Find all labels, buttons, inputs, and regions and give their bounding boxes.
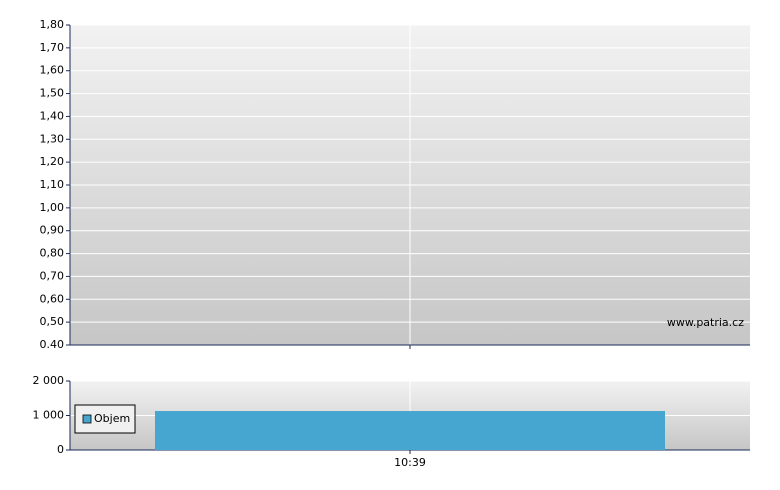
y-tick-label: 1,00 xyxy=(40,201,65,214)
y-tick-label: 0,90 xyxy=(40,224,65,237)
y-tick-label: 1,20 xyxy=(40,155,65,168)
legend-swatch xyxy=(82,414,92,424)
y-tick-label: 0,80 xyxy=(40,247,65,260)
y-tick-label: 1,30 xyxy=(40,132,65,145)
y-tick-label: 1 000 xyxy=(33,409,65,422)
y-tick-label: 0 xyxy=(57,443,64,456)
y-tick-label: 1,40 xyxy=(40,109,65,122)
y-tick-label: 1,50 xyxy=(40,87,65,100)
y-tick-label: 1,10 xyxy=(40,178,65,191)
y-tick-label: 0.40 xyxy=(40,338,65,351)
y-tick-label: 1,60 xyxy=(40,64,65,77)
legend-label: Objem xyxy=(94,412,130,425)
y-tick-label: 0,60 xyxy=(40,292,65,305)
y-tick-label: 1,80 xyxy=(40,18,65,31)
bar xyxy=(155,411,665,450)
y-tick-label: 0,70 xyxy=(40,269,65,282)
x-tick-label: 10:39 xyxy=(394,456,426,469)
y-tick-label: 0,50 xyxy=(40,315,65,328)
y-tick-label: 1,70 xyxy=(40,41,65,54)
watermark: www.patria.cz xyxy=(667,316,744,329)
y-tick-label: 2 000 xyxy=(33,374,65,387)
